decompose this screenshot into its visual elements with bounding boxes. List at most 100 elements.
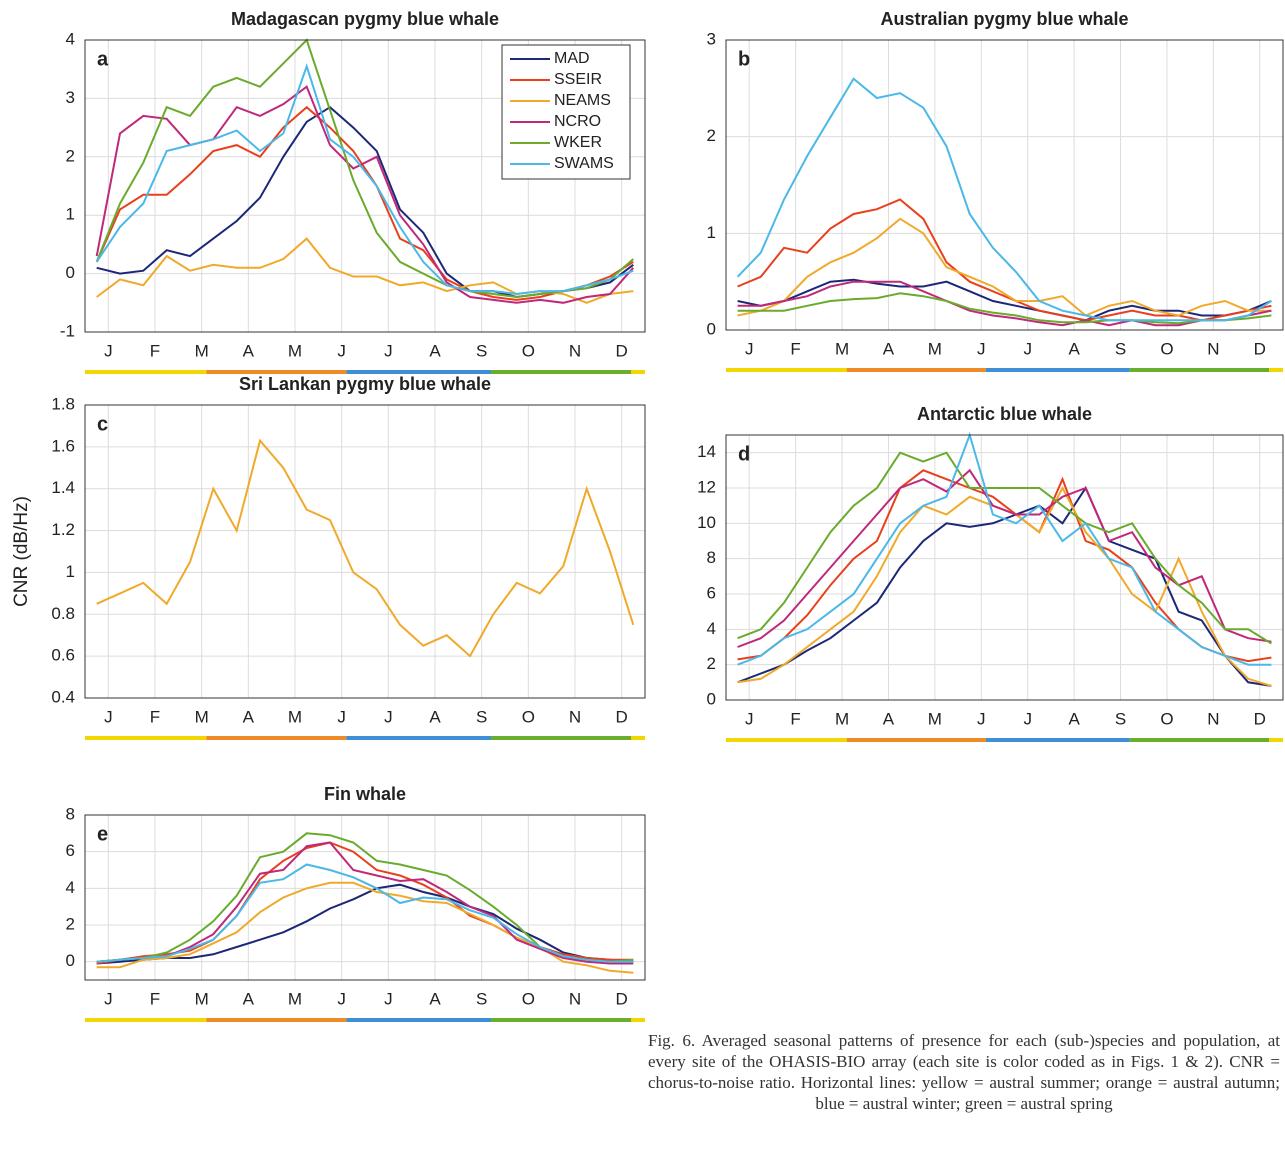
axes-frame bbox=[84, 39, 646, 333]
y-tick-label: 0 bbox=[66, 951, 75, 970]
y-tick-label: 1 bbox=[66, 562, 75, 581]
series-line bbox=[736, 77, 1272, 322]
y-tick-label: 0 bbox=[707, 319, 716, 338]
x-tick-label: S bbox=[476, 707, 487, 726]
series-line bbox=[737, 431, 1272, 666]
season-band bbox=[631, 1018, 645, 1022]
series-line bbox=[95, 105, 634, 301]
season-band bbox=[85, 1018, 207, 1022]
series-line bbox=[96, 863, 634, 963]
x-tick-label: A bbox=[883, 339, 895, 358]
x-tick-label: A bbox=[243, 989, 255, 1008]
x-tick-label: N bbox=[1207, 709, 1219, 728]
x-tick-label: F bbox=[150, 989, 160, 1008]
season-band bbox=[726, 368, 847, 372]
series-line bbox=[96, 841, 634, 965]
chart-title: Australian pygmy blue whale bbox=[880, 9, 1128, 29]
x-tick-label: F bbox=[790, 709, 800, 728]
season-band bbox=[1269, 738, 1283, 742]
y-tick-label: 1.2 bbox=[51, 520, 75, 539]
x-tick-label: J bbox=[977, 339, 986, 358]
legend-label: WKER bbox=[554, 134, 602, 151]
season-band bbox=[1129, 738, 1270, 742]
x-tick-label: N bbox=[569, 989, 581, 1008]
series-line bbox=[96, 883, 634, 965]
legend-label: NEAMS bbox=[554, 92, 611, 109]
y-tick-label: 1.6 bbox=[51, 436, 75, 455]
season-band bbox=[346, 1018, 491, 1022]
series-line bbox=[95, 85, 635, 304]
x-tick-label: F bbox=[150, 707, 160, 726]
x-tick-label: F bbox=[790, 339, 800, 358]
x-tick-label: O bbox=[1160, 709, 1173, 728]
plot-area bbox=[726, 40, 1283, 330]
series-line bbox=[737, 217, 1272, 317]
axes-frame bbox=[84, 814, 646, 981]
y-tick-label: 14 bbox=[697, 442, 716, 461]
panel-label: a bbox=[97, 48, 109, 70]
caption: Fig. 6. Averaged seasonal patterns of pr… bbox=[648, 1031, 1280, 1113]
season-band bbox=[346, 736, 491, 740]
x-tick-label: M bbox=[195, 989, 209, 1008]
x-tick-label: O bbox=[1160, 339, 1173, 358]
x-tick-label: D bbox=[1254, 339, 1266, 358]
y-tick-label: 1.4 bbox=[51, 478, 75, 497]
axes-frame bbox=[725, 434, 1284, 701]
axes-frame bbox=[725, 39, 1284, 331]
season-band bbox=[1129, 368, 1270, 372]
season-band bbox=[206, 736, 347, 740]
chart-title: Antarctic blue whale bbox=[917, 404, 1092, 424]
legend-label: NCRO bbox=[554, 113, 601, 130]
y-tick-label: -1 bbox=[60, 321, 75, 340]
x-tick-label: D bbox=[616, 707, 628, 726]
x-tick-label: J bbox=[337, 341, 346, 360]
panel-label: d bbox=[738, 443, 750, 465]
legend-label: SSEIR bbox=[554, 71, 602, 88]
y-tick-label: 6 bbox=[707, 583, 716, 602]
season-band bbox=[491, 370, 631, 374]
x-tick-label: F bbox=[150, 341, 160, 360]
legend-label: MAD bbox=[554, 50, 590, 67]
plot-area bbox=[726, 435, 1283, 700]
y-tick-label: 1 bbox=[66, 205, 75, 224]
y-tick-label: 10 bbox=[697, 513, 716, 532]
x-tick-label: J bbox=[384, 989, 393, 1008]
y-tick-label: 1 bbox=[707, 223, 716, 242]
x-tick-label: A bbox=[883, 709, 895, 728]
x-tick-label: J bbox=[745, 709, 754, 728]
y-tick-label: 12 bbox=[697, 477, 716, 496]
y-tick-label: 1.8 bbox=[51, 394, 75, 413]
series-line bbox=[737, 198, 1272, 322]
season-band bbox=[346, 370, 491, 374]
x-tick-label: D bbox=[1254, 709, 1266, 728]
x-tick-label: O bbox=[522, 707, 535, 726]
x-tick-label: M bbox=[928, 339, 942, 358]
y-tick-label: 3 bbox=[66, 88, 75, 107]
x-tick-label: J bbox=[384, 707, 393, 726]
y-tick-label: 0 bbox=[707, 689, 716, 708]
x-tick-label: S bbox=[1115, 339, 1126, 358]
plot-area bbox=[85, 405, 645, 698]
season-band bbox=[206, 370, 347, 374]
x-tick-label: J bbox=[104, 989, 113, 1008]
x-tick-label: J bbox=[1023, 339, 1032, 358]
series-line bbox=[737, 278, 1272, 322]
season-band bbox=[85, 736, 207, 740]
season-band bbox=[491, 1018, 631, 1022]
x-tick-label: O bbox=[522, 341, 535, 360]
x-tick-label: N bbox=[569, 341, 581, 360]
x-tick-label: J bbox=[977, 709, 986, 728]
panel-label: e bbox=[97, 823, 108, 845]
y-tick-label: 2 bbox=[707, 126, 716, 145]
chart-title: Fin whale bbox=[324, 784, 406, 804]
x-tick-label: M bbox=[288, 707, 302, 726]
x-tick-label: N bbox=[569, 707, 581, 726]
y-tick-label: 4 bbox=[66, 29, 75, 48]
x-tick-label: A bbox=[429, 707, 441, 726]
season-band bbox=[631, 370, 645, 374]
y-tick-label: 0.6 bbox=[51, 646, 75, 665]
legend-box bbox=[501, 44, 631, 180]
x-tick-label: S bbox=[1115, 709, 1126, 728]
season-band bbox=[1269, 368, 1283, 372]
series-line bbox=[737, 468, 1272, 648]
